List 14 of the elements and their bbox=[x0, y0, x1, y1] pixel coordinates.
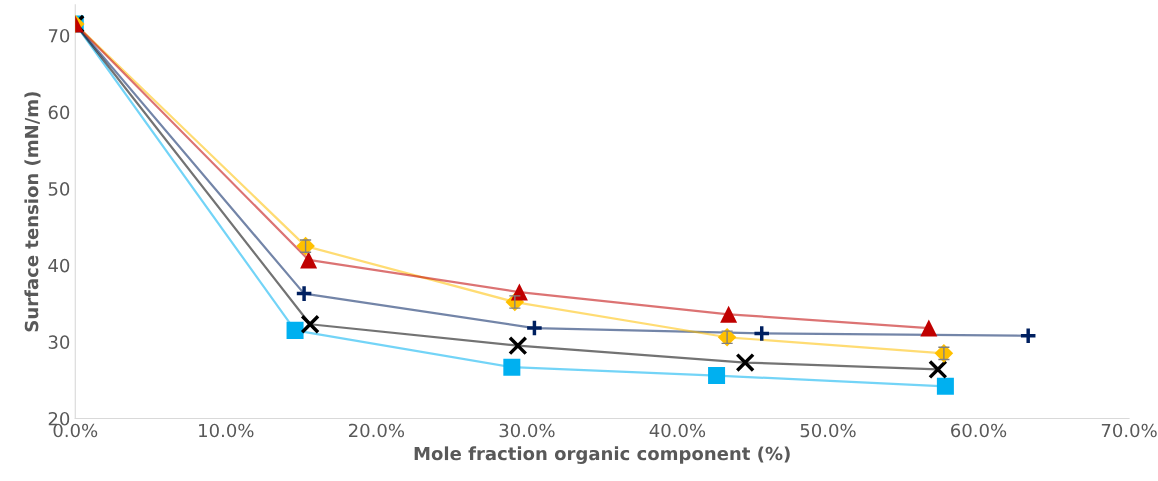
y-axis-title: Surface tension (mN/m) bbox=[24, 92, 41, 332]
x-tick-label: 30.0% bbox=[499, 423, 555, 438]
x-tick-label: 70.0% bbox=[1101, 423, 1157, 438]
y-tick-label: 70 bbox=[48, 28, 70, 43]
x-tick-label: 50.0% bbox=[800, 423, 856, 438]
x-axis-title: Mole fraction organic component (%) bbox=[414, 446, 790, 464]
y-tick-label: 40 bbox=[48, 258, 70, 273]
y-tick-label: 60 bbox=[48, 105, 70, 120]
x-tick-label: 40.0% bbox=[649, 423, 706, 438]
x-tick-label: 10.0% bbox=[199, 423, 254, 438]
y-tick-label: 30 bbox=[48, 335, 70, 349]
x-tick-label: 60.0% bbox=[951, 423, 1007, 438]
x-tick-label: 20.0% bbox=[348, 423, 405, 438]
y-tick-label: 50 bbox=[48, 182, 70, 196]
